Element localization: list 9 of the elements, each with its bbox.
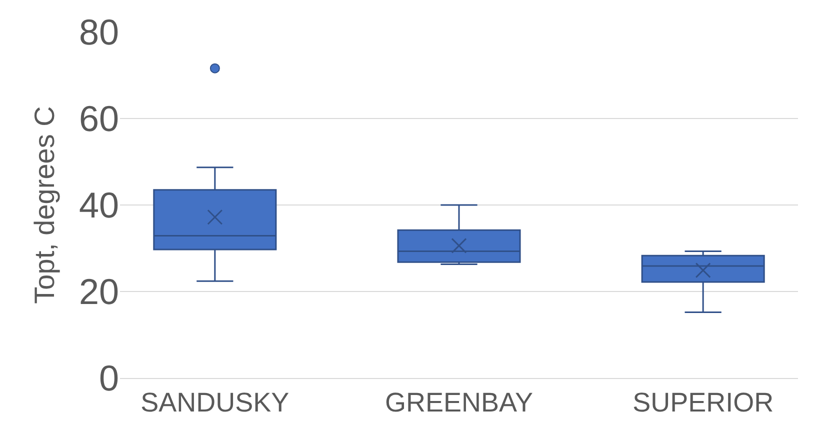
x-tick-label: SUPERIOR	[632, 387, 774, 418]
y-tick-label: 40	[78, 184, 119, 226]
y-axis-title: Topt, degrees C	[29, 106, 60, 304]
x-tick-label: SANDUSKY	[140, 387, 290, 418]
y-tick-label: 0	[98, 358, 119, 399]
y-tick-label: 20	[78, 271, 119, 312]
x-tick-label: GREENBAY	[384, 387, 534, 418]
y-tick-label: 60	[78, 98, 119, 140]
y-tick-label: 80	[78, 12, 119, 53]
